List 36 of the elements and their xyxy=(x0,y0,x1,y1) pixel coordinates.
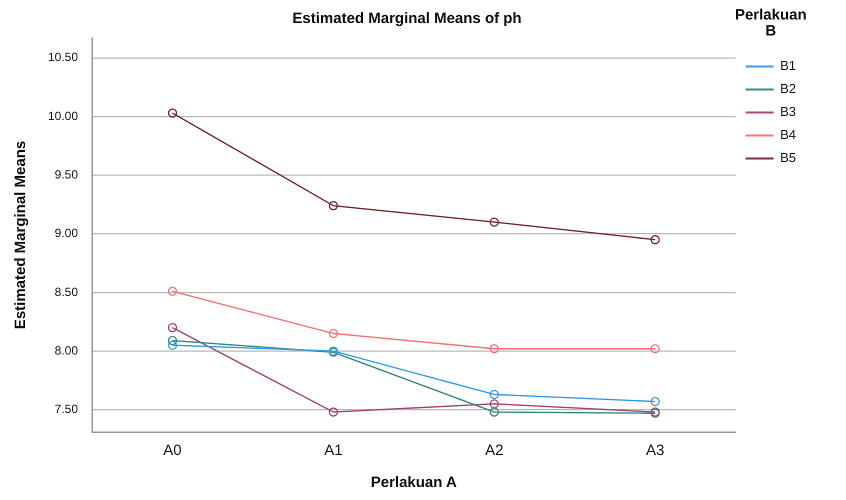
point xyxy=(168,340,178,350)
legend-label: B2 xyxy=(780,81,796,96)
legend-label: B5 xyxy=(780,150,796,166)
point xyxy=(328,328,338,338)
point xyxy=(650,235,660,244)
point xyxy=(490,390,499,400)
legend-label: B4 xyxy=(780,127,796,142)
y-tick-label: 7.50 xyxy=(54,402,78,416)
x-tick-label: A2 xyxy=(485,442,504,460)
point xyxy=(328,201,338,210)
y-tick-label: 10.50 xyxy=(48,50,78,64)
x-tick-label: A3 xyxy=(646,442,664,460)
x-tick-label: A1 xyxy=(324,442,343,460)
point xyxy=(168,286,178,296)
x-axis-title: Perlakuan A xyxy=(370,474,458,492)
point xyxy=(328,407,338,417)
point xyxy=(490,399,499,409)
point xyxy=(168,322,178,332)
point xyxy=(490,217,499,227)
x-tick-label: A0 xyxy=(163,442,182,460)
legend-title: Perlakuan B xyxy=(734,6,807,40)
y-tick-label: 8.00 xyxy=(54,343,78,358)
y-tick-label: 8.50 xyxy=(54,284,78,299)
legend-label: B3 xyxy=(780,104,796,120)
y-tick-label: 10.00 xyxy=(48,108,78,123)
legend-label: B1 xyxy=(780,58,796,74)
chart-title: Estimated Marginal Means of ph xyxy=(292,10,522,28)
point xyxy=(650,396,660,406)
point xyxy=(490,407,499,417)
point xyxy=(168,336,178,346)
y-axis-title: Estimated Marginal Means xyxy=(12,140,30,330)
point xyxy=(168,108,178,118)
y-tick-label: 9.00 xyxy=(54,226,78,240)
point xyxy=(490,344,499,354)
y-tick-label: 9.50 xyxy=(54,168,78,182)
point xyxy=(650,344,660,354)
